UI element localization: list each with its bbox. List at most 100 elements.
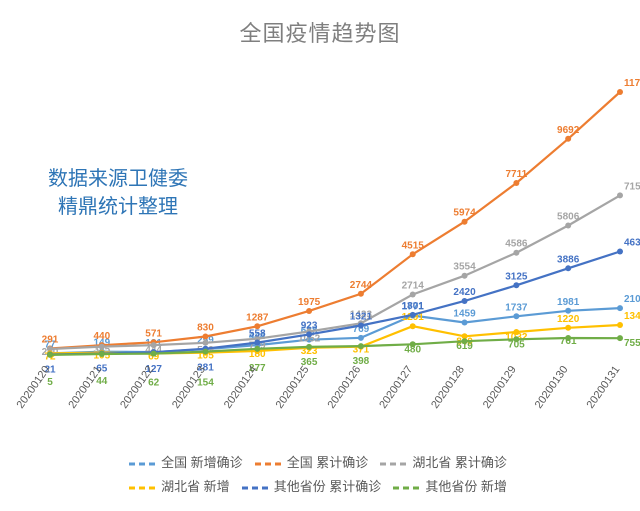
marker <box>306 344 312 350</box>
data-label: 3554 <box>453 262 476 273</box>
x-tick-label: 20200128 <box>429 364 467 411</box>
marker <box>462 219 468 225</box>
legend-label: 全国 累计确诊 <box>287 455 369 470</box>
data-label: 2102 <box>624 294 640 305</box>
marker <box>358 291 364 297</box>
data-label: 4638 <box>624 238 640 249</box>
data-label: 5 <box>47 377 53 388</box>
data-label: 2714 <box>402 280 425 291</box>
data-label: 9692 <box>557 125 580 136</box>
marker <box>565 325 571 331</box>
data-label: 7153 <box>624 181 640 192</box>
data-label: 761 <box>560 336 577 347</box>
marker <box>513 282 519 288</box>
data-label: 1981 <box>557 297 580 308</box>
series-hubei_cum <box>50 195 620 349</box>
marker <box>462 298 468 304</box>
data-label: 5806 <box>557 211 580 222</box>
marker <box>410 323 416 329</box>
marker <box>410 251 416 257</box>
data-label: 923 <box>301 320 318 331</box>
data-label: 571 <box>145 328 162 339</box>
x-tick-label: 20200125 <box>274 364 312 411</box>
series-national_cum <box>50 92 620 349</box>
data-label: 1737 <box>505 302 528 313</box>
legend-item-other_new: 其他省份 新增 <box>393 475 507 499</box>
data-label: 3886 <box>557 254 580 265</box>
data-label: 1321 <box>350 312 373 323</box>
legend-swatch <box>255 459 283 469</box>
data-label: 4586 <box>505 239 528 250</box>
marker <box>358 343 364 349</box>
legend-swatch <box>129 459 157 469</box>
data-label: 4515 <box>402 240 425 251</box>
x-tick-label: 20200127 <box>377 364 415 411</box>
data-label: 1287 <box>246 312 269 323</box>
legend-label: 其他省份 新增 <box>425 479 507 494</box>
data-label: 440 <box>93 331 110 342</box>
marker <box>617 192 623 198</box>
data-label: 2744 <box>350 280 373 291</box>
marker <box>617 305 623 311</box>
data-label: 1220 <box>557 314 580 325</box>
data-label: 1975 <box>298 297 321 308</box>
legend-label: 湖北省 新增 <box>161 479 230 494</box>
x-tick-label: 20200131 <box>585 364 623 411</box>
marker <box>47 352 53 358</box>
trend-chart: 7714913125944468876917711459173719812102… <box>0 55 640 455</box>
x-tick-label: 20200126 <box>325 364 363 411</box>
x-tick-label: 20200129 <box>481 364 519 411</box>
data-label: 619 <box>456 341 473 352</box>
data-label: 558 <box>249 329 266 340</box>
legend-item-hubei_new: 湖北省 新增 <box>129 475 230 499</box>
marker <box>617 249 623 255</box>
marker <box>617 335 623 341</box>
legend-swatch <box>242 483 270 493</box>
legend-item-hubei_cum: 湖北省 累计确诊 <box>380 451 507 475</box>
marker <box>513 313 519 319</box>
data-label: 1347 <box>624 311 640 322</box>
data-label: 705 <box>508 339 525 350</box>
x-tick-label: 20200130 <box>533 364 571 411</box>
data-label: 1459 <box>453 308 476 319</box>
legend-item-national_new: 全国 新增确诊 <box>129 451 243 475</box>
data-label: 830 <box>197 322 214 333</box>
legend-item-national_cum: 全国 累计确诊 <box>255 451 369 475</box>
marker <box>151 351 157 357</box>
legend-label: 全国 新增确诊 <box>161 455 243 470</box>
legend: 全国 新增确诊 全国 累计确诊 湖北省 累计确诊湖北省 新增 其他省份 累计确诊 其他省… <box>0 451 640 499</box>
data-label: 291 <box>42 335 59 346</box>
marker <box>306 331 312 337</box>
marker <box>202 349 208 355</box>
data-label: 3125 <box>505 271 528 282</box>
marker <box>358 323 364 329</box>
marker <box>410 312 416 318</box>
chart-title: 全国疫情趋势图 <box>0 16 640 48</box>
marker <box>462 273 468 279</box>
data-label: 1801 <box>402 301 425 312</box>
legend-swatch <box>393 483 421 493</box>
marker <box>358 335 364 341</box>
x-tick-label: 20200121 <box>66 364 104 411</box>
data-label: 11791 <box>624 78 640 89</box>
x-tick-label: 20200124 <box>222 364 260 411</box>
data-label: 755 <box>624 338 640 349</box>
legend-swatch <box>129 483 157 493</box>
marker <box>462 319 468 325</box>
marker <box>99 351 105 357</box>
legend-item-other_cum: 其他省份 累计确诊 <box>242 475 382 499</box>
marker <box>254 346 260 352</box>
data-label: 480 <box>404 344 421 355</box>
marker <box>565 222 571 228</box>
marker <box>565 136 571 142</box>
marker <box>513 180 519 186</box>
legend-label: 湖北省 累计确诊 <box>412 455 507 470</box>
data-label: 2420 <box>453 287 476 298</box>
data-label: 7711 <box>506 169 528 180</box>
marker <box>617 322 623 328</box>
legend-label: 其他省份 累计确诊 <box>274 479 382 494</box>
data-label: 5974 <box>453 208 476 219</box>
marker <box>254 340 260 346</box>
marker <box>617 89 623 95</box>
legend-swatch <box>380 459 408 469</box>
